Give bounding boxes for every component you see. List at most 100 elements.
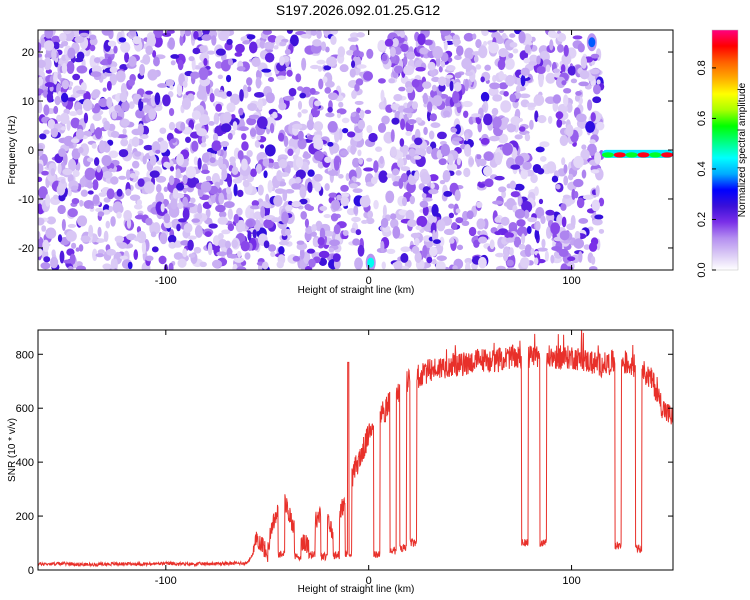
spectrogram-cell [152,50,157,58]
spectrogram-cell [268,162,274,168]
spectrogram-cell [191,110,201,120]
colorbar-tick-label: 0.2 [696,212,708,227]
spectrogram-cell [92,194,100,205]
spectrogram-cell [46,216,57,225]
spectrogram-cell [556,214,564,226]
spectrogram-cell [523,209,530,219]
spectrogram-cell [151,246,159,253]
spectrogram-cell [349,68,356,78]
spectrogram-cell [501,32,507,40]
spectrogram-cell [386,173,393,179]
spectrogram-cell [101,30,113,36]
spectrogram-cell [128,79,135,87]
spectrogram-cell [359,51,364,58]
spectrogram-cell [557,44,564,53]
spectrogram-cell [392,181,400,187]
spectrogram-cell [533,186,539,197]
spectrogram-cell [473,239,480,248]
spectrogram-cell [250,168,257,177]
spectrogram-cell [398,86,406,92]
spectrogram-cell [436,219,446,232]
spectrogram-cell [198,45,208,53]
spectrogram-cell [297,100,303,110]
spectrogram-cell [211,35,217,46]
spectrogram-cell [159,127,167,134]
spectrogram-cell [296,240,305,245]
spectrogram-cell [46,92,54,103]
snr-y-ticks: 0 200 400 600 800 [16,349,673,577]
spectrogram-cell [443,228,455,236]
spectrogram-cell [384,38,394,47]
spectrogram-cell [456,157,461,166]
spectrogram-cell [514,155,524,166]
spectrogram-cell [533,94,545,106]
spectrogram-cell [350,112,357,118]
spectrogram-cell [262,30,272,35]
spectrogram-cell [227,174,233,188]
spectrogram-cell [478,183,486,188]
spectrogram-cell [247,230,252,241]
spectrogram-cell [518,243,526,250]
spectrogram-cell [169,166,175,172]
spectrogram-cell [442,169,451,183]
spectrogram-cell [82,98,93,112]
spectrogram-cell [43,256,51,263]
spectrogram-cell [588,266,598,270]
spectrogram-cell [279,41,287,47]
spectrogram-cell [381,261,386,270]
spectrogram-cell [350,144,357,155]
spectrogram-cell [476,201,483,209]
spectrogram-cell [581,169,587,179]
spectrogram-cell [86,157,94,162]
spectrogram-cell [594,214,604,220]
spectrogram-cell [162,32,172,37]
spectrogram-cell [440,143,451,157]
spectrogram-cell [336,112,342,119]
spectrogram-cell [142,104,151,114]
spectrogram-cell [424,39,433,46]
spectrogram-cell [381,115,390,125]
spectrogram-cell [533,257,539,265]
spectrogram-cell [428,189,439,195]
spectrogram-cell [226,186,232,195]
spectrogram-cell [330,30,339,35]
spectrogram-cell [248,41,258,54]
spectrogram-cell [506,259,514,267]
spectrogram-cell [514,108,521,119]
spectrogram-cell [276,75,287,81]
spectrogram-cell [38,217,45,226]
spectrogram-cell [38,163,44,174]
spectrogram-cell [455,170,462,176]
spectrogram-cell [408,148,416,157]
spectrogram-cell [80,189,88,197]
spectrogram-cell [236,189,244,198]
spectrogram-cell [76,89,87,95]
spectrogram-cell [209,157,216,164]
spectrogram-cell [559,135,569,147]
spectrogram-cell [182,174,188,185]
spectrogram-cell [118,175,127,180]
spectrogram-cell [454,55,462,61]
spectrogram-cell [114,235,125,243]
spectrogram-cell [158,255,167,265]
spectrogram-cell [203,58,208,66]
spectrogram-cell [271,161,281,170]
spectrogram-cell [566,102,573,113]
spectrogram-cell [273,195,283,207]
spectrogram-cell [180,121,186,131]
spectrogram-cell [97,211,105,217]
spectrogram-cell [40,262,51,270]
spectrogram-cell [462,100,473,108]
spectrogram-cell [59,43,64,49]
spectrogram-cell [447,153,454,166]
spectrogram-cell [423,126,428,136]
spectrogram-cell [209,92,215,103]
spectrogram-cell [378,170,388,183]
spectrogram-cell [218,31,229,42]
spectrogram-cell [197,203,203,216]
spectrogram-cell [561,157,566,166]
spectrogram-cell [516,75,522,88]
spectrogram-cell [494,231,503,236]
spectrogram-cell [456,45,464,57]
spectrogram-cell [356,107,362,114]
